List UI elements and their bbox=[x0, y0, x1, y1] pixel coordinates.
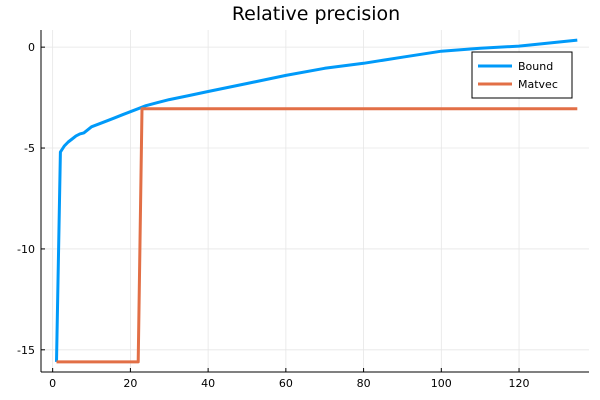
x-tick-label: 0 bbox=[49, 377, 56, 390]
x-tick-label: 60 bbox=[279, 377, 293, 390]
x-tick-label: 20 bbox=[123, 377, 137, 390]
x-tick-label: 80 bbox=[357, 377, 371, 390]
y-tick-label: -10 bbox=[17, 243, 35, 256]
chart-title: Relative precision bbox=[232, 3, 400, 25]
legend-label-bound: Bound bbox=[518, 60, 553, 73]
x-tick-label: 40 bbox=[201, 377, 215, 390]
series-line-matvec bbox=[56, 107, 578, 364]
x-tick-label: 100 bbox=[431, 377, 452, 390]
legend-label-matvec: Matvec bbox=[518, 78, 558, 91]
legend: Bound Matvec bbox=[471, 51, 573, 99]
series-line-bound bbox=[55, 38, 578, 362]
legend-box bbox=[471, 51, 573, 99]
grid bbox=[41, 30, 589, 372]
y-tick-label: -5 bbox=[24, 142, 35, 155]
y-tick-label: 0 bbox=[28, 41, 35, 54]
x-tick-label: 120 bbox=[509, 377, 530, 390]
axes: 0 20 40 60 80 100 120 0 -5 -10 -15 bbox=[17, 30, 589, 390]
plot-area bbox=[55, 38, 578, 364]
y-tick-label: -15 bbox=[17, 344, 35, 357]
